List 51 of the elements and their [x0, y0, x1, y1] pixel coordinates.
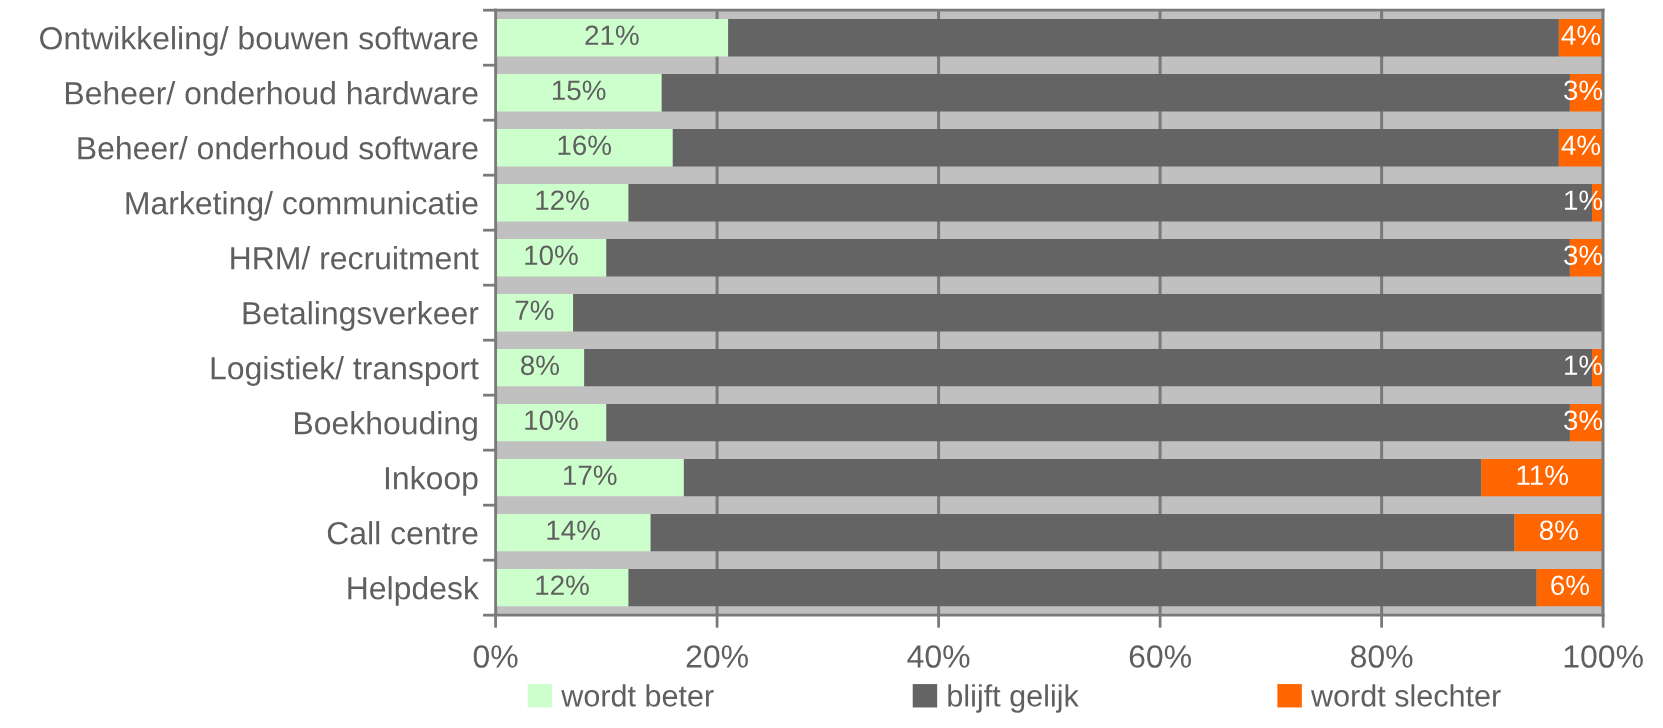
x-tick-label: 40%	[907, 645, 970, 668]
bar	[650, 513, 1515, 552]
data-label: 14%	[547, 520, 600, 541]
bar	[672, 128, 1559, 167]
bar	[628, 568, 1537, 607]
x-tick-label: 0%	[473, 645, 518, 668]
bar	[495, 18, 729, 57]
bar	[495, 293, 574, 332]
y-tick-label: Beheer/ onderhoud hardware	[65, 81, 478, 105]
x-tick-label: 20%	[686, 645, 748, 668]
legend-label: wordt slechter	[1310, 684, 1501, 707]
y-tick-label: Marketing/ communicatie	[126, 191, 478, 221]
data-label: 15%	[552, 80, 606, 101]
y-tick-label: Boekhouding	[295, 411, 477, 441]
data-label: 11%	[1517, 465, 1568, 486]
y-tick-label: Inkoop	[385, 466, 478, 496]
y-tick-label: Call centre	[327, 521, 478, 545]
bar	[728, 18, 1559, 57]
data-label: 21%	[585, 25, 639, 46]
data-label: 7%	[515, 300, 554, 321]
legend-label: blijft gelijk	[948, 684, 1079, 713]
legend-label: wordt beter	[561, 684, 714, 707]
data-label: 12%	[536, 190, 589, 211]
data-label: 10%	[525, 410, 578, 431]
bar	[573, 293, 1604, 332]
bar	[495, 183, 629, 222]
bar	[683, 458, 1482, 497]
y-tick-label: Logistiek/ transport	[211, 356, 479, 386]
data-label: 12%	[536, 575, 589, 596]
x-tick-label: 60%	[1129, 645, 1191, 668]
bar	[495, 513, 651, 552]
bar	[495, 568, 629, 607]
data-label: 16%	[558, 135, 611, 156]
data-label: 17%	[564, 465, 617, 486]
bar	[495, 128, 673, 167]
bar	[495, 73, 662, 112]
data-label: 4%	[1561, 135, 1601, 156]
bar	[1481, 458, 1604, 497]
bar	[495, 458, 684, 497]
y-tick-label: Beheer/ onderhoud software	[78, 136, 478, 160]
x-tick-label: 100%	[1564, 645, 1643, 668]
y-tick-label: Helpdesk	[348, 576, 479, 606]
y-tick-label: HRM/ recruitment	[231, 246, 479, 270]
y-tick-label: Betalingsverkeer	[243, 301, 479, 331]
data-label: 8%	[1539, 520, 1578, 541]
data-label: 8%	[521, 355, 559, 376]
y-tick-label: Ontwikkeling/ bouwen software	[40, 26, 478, 56]
data-label: 6%	[1551, 575, 1589, 596]
data-label: 4%	[1561, 25, 1601, 46]
x-tick-label: 80%	[1351, 645, 1413, 668]
data-label: 10%	[525, 245, 578, 266]
